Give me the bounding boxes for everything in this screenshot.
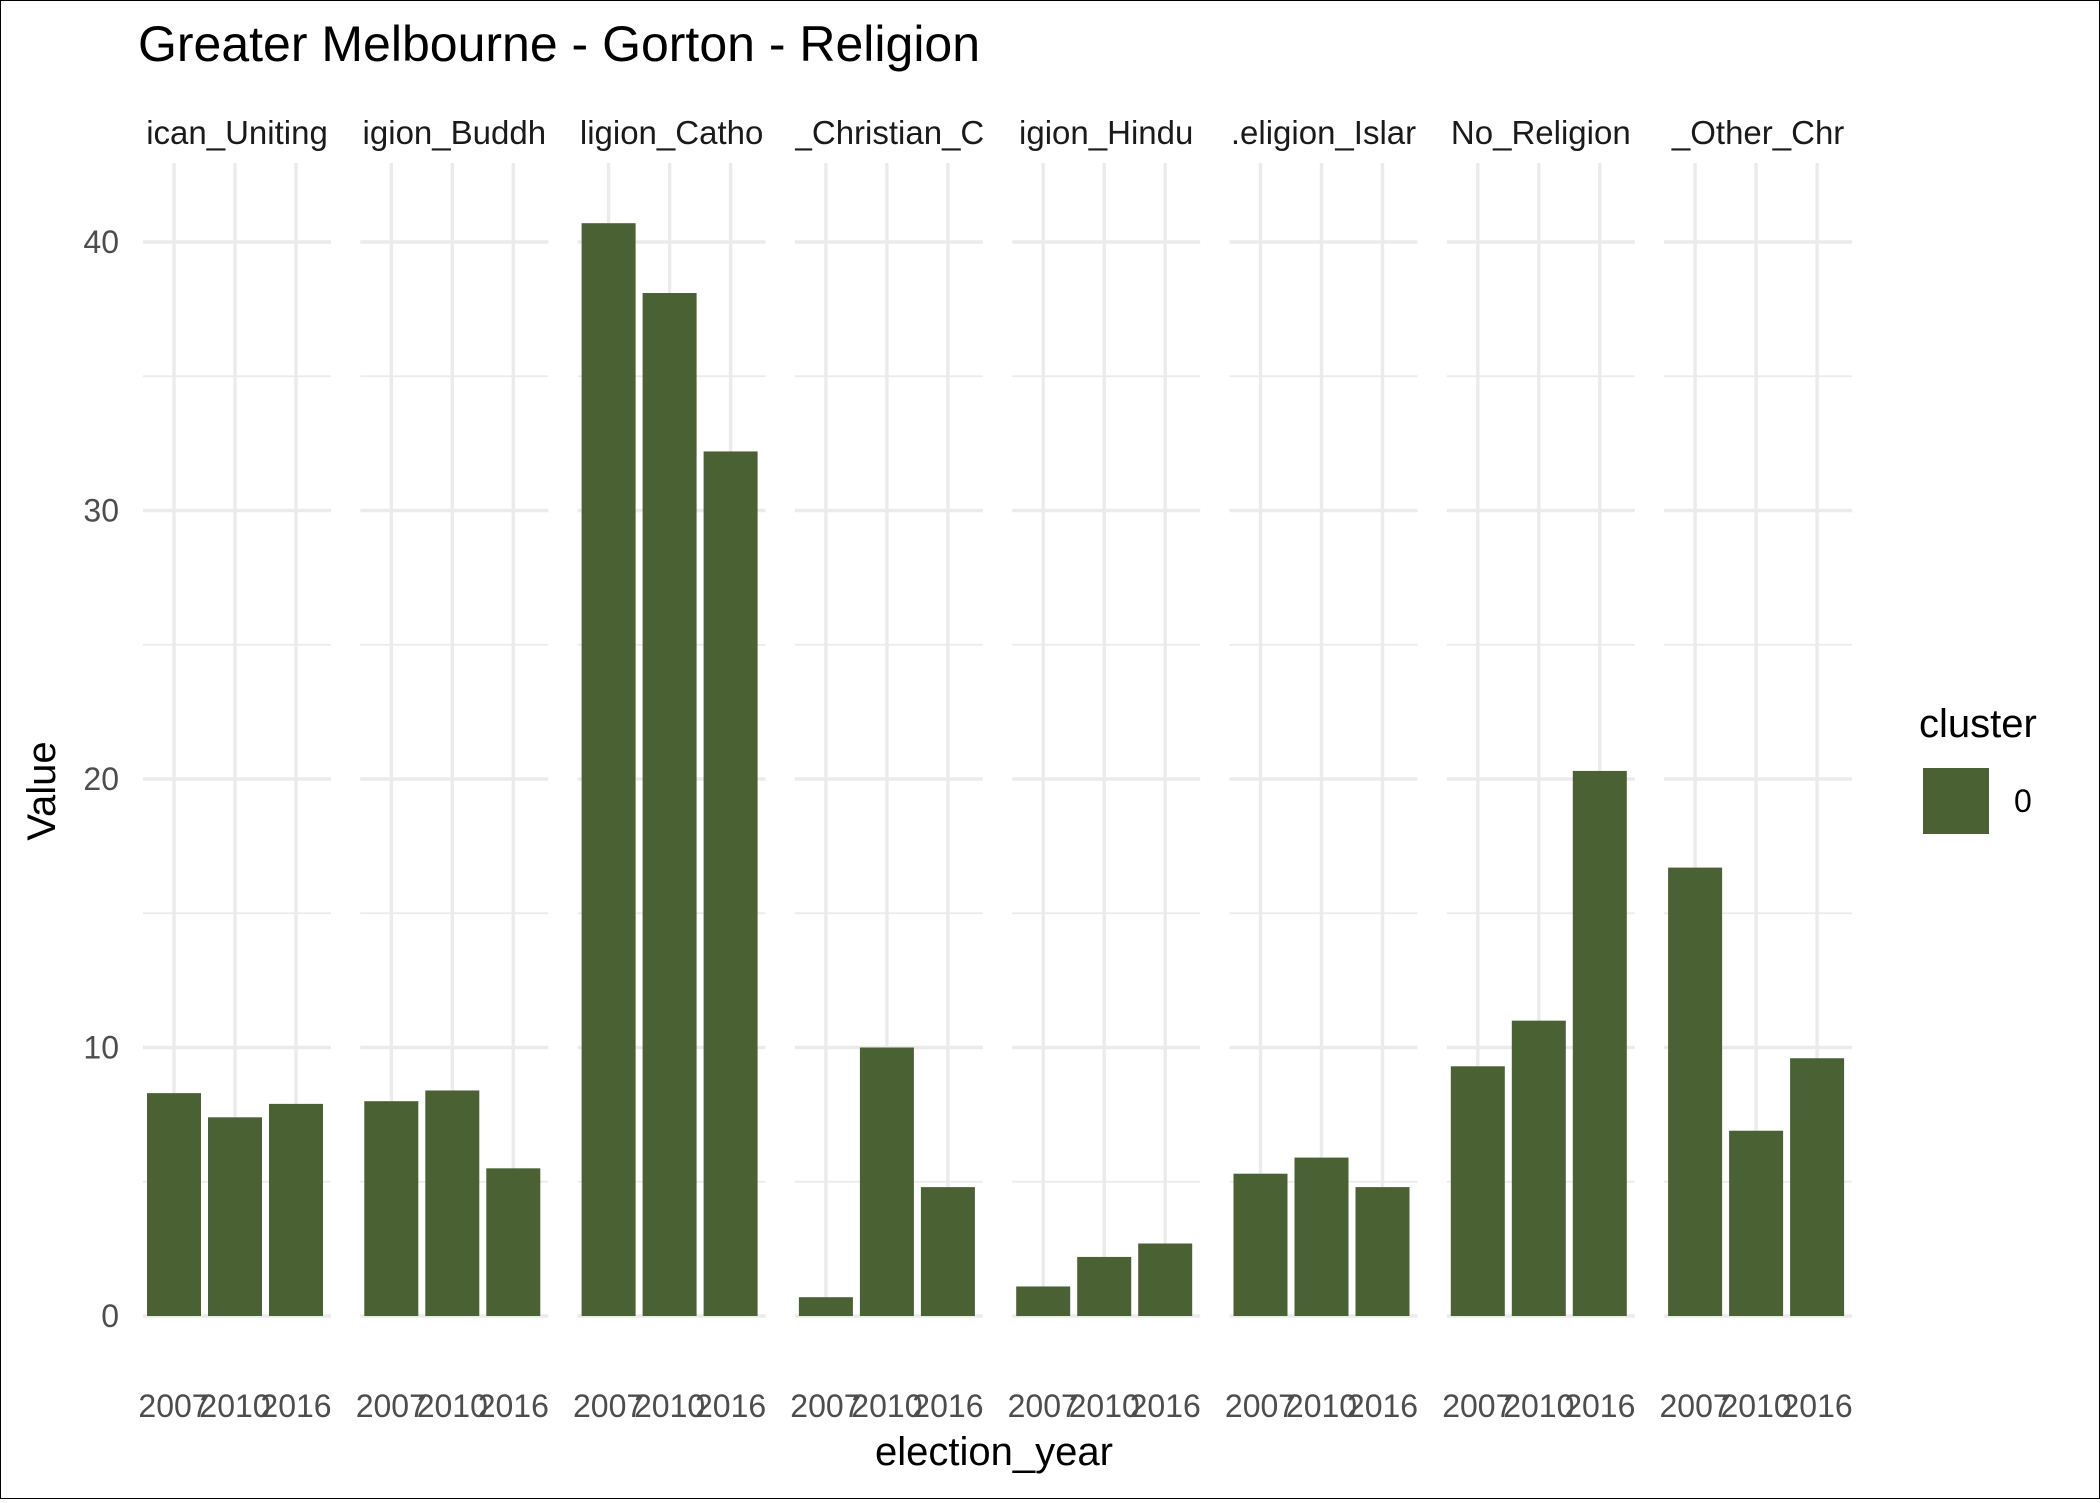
facet-strip-label: _Christian_C bbox=[793, 114, 985, 151]
x-tick-label: 2010 bbox=[851, 1388, 922, 1424]
x-tick-label: 2007 bbox=[573, 1388, 644, 1424]
bar-4-2007 bbox=[1016, 1286, 1071, 1316]
bar-4-2010 bbox=[1077, 1256, 1132, 1316]
facet-strip-label: ligion_Catho bbox=[580, 114, 763, 151]
bar-3-2010 bbox=[859, 1047, 914, 1316]
y-tick-label: 40 bbox=[83, 224, 119, 260]
x-tick-label: 2016 bbox=[478, 1388, 549, 1424]
x-tick-label: 2007 bbox=[1442, 1388, 1513, 1424]
bar-1-2010 bbox=[425, 1090, 480, 1316]
bar-7-2007 bbox=[1668, 867, 1723, 1316]
x-tick-label: 2007 bbox=[356, 1388, 427, 1424]
facet-strip-label: No_Religion bbox=[1451, 114, 1631, 151]
x-tick-label: 2010 bbox=[1286, 1388, 1357, 1424]
bar-7-2016 bbox=[1790, 1058, 1845, 1316]
bar-6-2007 bbox=[1450, 1066, 1505, 1316]
bar-1-2007 bbox=[364, 1101, 419, 1316]
bar-layer bbox=[147, 223, 1845, 1317]
bar-5-2016 bbox=[1355, 1187, 1410, 1316]
bar-5-2007 bbox=[1233, 1173, 1288, 1316]
facet-strip-label: _Other_Chr bbox=[1671, 114, 1844, 151]
facet-strip-label: igion_Buddh bbox=[363, 114, 547, 151]
x-tick-label: 2007 bbox=[138, 1388, 209, 1424]
x-tick-label: 2016 bbox=[695, 1388, 766, 1424]
x-tick-label: 2010 bbox=[417, 1388, 488, 1424]
x-tick-label: 2010 bbox=[634, 1388, 705, 1424]
x-tick-label: 2016 bbox=[1782, 1388, 1853, 1424]
bar-5-2010 bbox=[1294, 1157, 1349, 1316]
bar-0-2007 bbox=[147, 1093, 201, 1316]
x-tick-label: 2007 bbox=[1660, 1388, 1731, 1424]
x-tick-label: 2016 bbox=[1347, 1388, 1418, 1424]
bar-0-2016 bbox=[269, 1103, 323, 1316]
x-tick-label: 2016 bbox=[1564, 1388, 1635, 1424]
x-tick-label: 2016 bbox=[1130, 1388, 1201, 1424]
y-tick-label: 0 bbox=[101, 1298, 119, 1334]
bar-1-2016 bbox=[486, 1168, 541, 1316]
bar-3-2007 bbox=[798, 1297, 853, 1316]
facet-strip-layer: ican_Uniting igion_Buddh ligion_Catho _Chri… bbox=[146, 114, 1844, 151]
chart-title: Greater Melbourne - Gorton - Religion bbox=[138, 16, 980, 72]
legend-key-swatch bbox=[1923, 768, 1989, 834]
bar-6-2016 bbox=[1572, 770, 1627, 1316]
x-tick-label: 2010 bbox=[199, 1388, 270, 1424]
bar-2-2016 bbox=[703, 451, 758, 1316]
facet-strip-label: ican_Uniting bbox=[146, 114, 328, 151]
legend-label: 0 bbox=[2014, 783, 2032, 819]
x-tick-label: 2010 bbox=[1503, 1388, 1574, 1424]
x-axis-title: election_year bbox=[875, 1430, 1113, 1474]
x-tick-label: 2016 bbox=[912, 1388, 983, 1424]
y-tick-layer: 0 10 20 30 40 bbox=[83, 224, 119, 1334]
facet-strip-label: .eligion_Islar bbox=[1231, 114, 1416, 151]
x-tick-label: 2007 bbox=[790, 1388, 861, 1424]
x-tick-label: 2007 bbox=[1008, 1388, 1079, 1424]
bar-7-2010 bbox=[1729, 1130, 1784, 1316]
bar-3-2016 bbox=[920, 1187, 975, 1316]
bar-6-2010 bbox=[1511, 1020, 1566, 1316]
x-tick-label: 2010 bbox=[1069, 1388, 1140, 1424]
y-axis-title: Value bbox=[20, 741, 64, 840]
x-tick-label: 2007 bbox=[1225, 1388, 1296, 1424]
bar-4-2016 bbox=[1138, 1243, 1193, 1316]
facet-strip-label: igion_Hindu bbox=[1019, 114, 1193, 151]
y-tick-label: 20 bbox=[83, 761, 119, 797]
legend-title: cluster bbox=[1919, 702, 2037, 746]
bar-2-2010 bbox=[642, 293, 697, 1316]
x-tick-label: 2016 bbox=[260, 1388, 331, 1424]
legend: cluster 0 bbox=[1919, 702, 2037, 834]
x-tick-label: 2010 bbox=[1721, 1388, 1792, 1424]
bar-0-2010 bbox=[208, 1117, 262, 1316]
y-tick-label: 10 bbox=[83, 1030, 119, 1066]
bar-2-2007 bbox=[581, 223, 636, 1317]
y-tick-label: 30 bbox=[83, 493, 119, 529]
